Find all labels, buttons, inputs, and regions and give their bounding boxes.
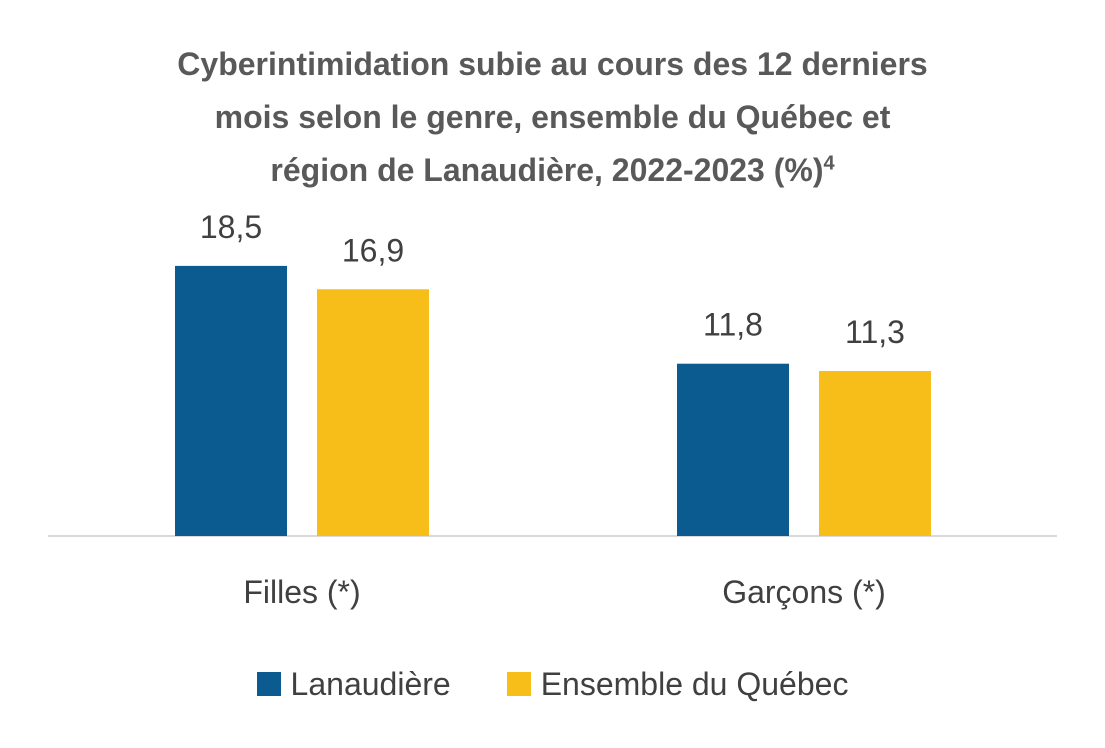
category-label-filles: Filles (*) [243,574,360,610]
chart-title-line-1: Cyberintimidation subie au cours des 12 … [177,46,928,82]
title-footnote-ref: 4 [823,152,835,175]
chart-title-line-3-text: région de Lanaudière, 2022-2023 (%) [270,152,824,188]
chart-legend: Lanaudière Ensemble du Québec [0,662,1105,706]
legend-label-lanaudiere: Lanaudière [290,665,451,702]
data-label-lanaudiere-garcons: 11,8 [703,307,763,343]
legend-item-lanaudiere: Lanaudière [256,665,451,703]
chart-title-line-2: mois selon le genre, ensemble du Québec … [214,99,891,135]
bar-lanaudiere-filles [175,265,287,536]
bar-quebec-garcons [819,371,931,536]
legend-label-quebec: Ensemble du Québec [540,665,849,702]
data-label-lanaudiere-filles: 18,5 [200,209,262,245]
legend-item-quebec: Ensemble du Québec [506,665,849,703]
legend-swatch-lanaudiere [256,672,281,696]
chart-title: Cyberintimidation subie au cours des 12 … [0,38,1105,197]
bar-quebec-filles [317,289,429,536]
legend-swatch-quebec [506,672,531,696]
chart-title-line-3: région de Lanaudière, 2022-2023 (%)4 [0,144,1105,197]
bar-lanaudiere-garcons [677,363,789,536]
category-label-garcons: Garçons (*) [722,574,886,610]
data-label-quebec-garcons: 11,3 [845,314,905,350]
data-label-quebec-filles: 16,9 [342,232,404,268]
